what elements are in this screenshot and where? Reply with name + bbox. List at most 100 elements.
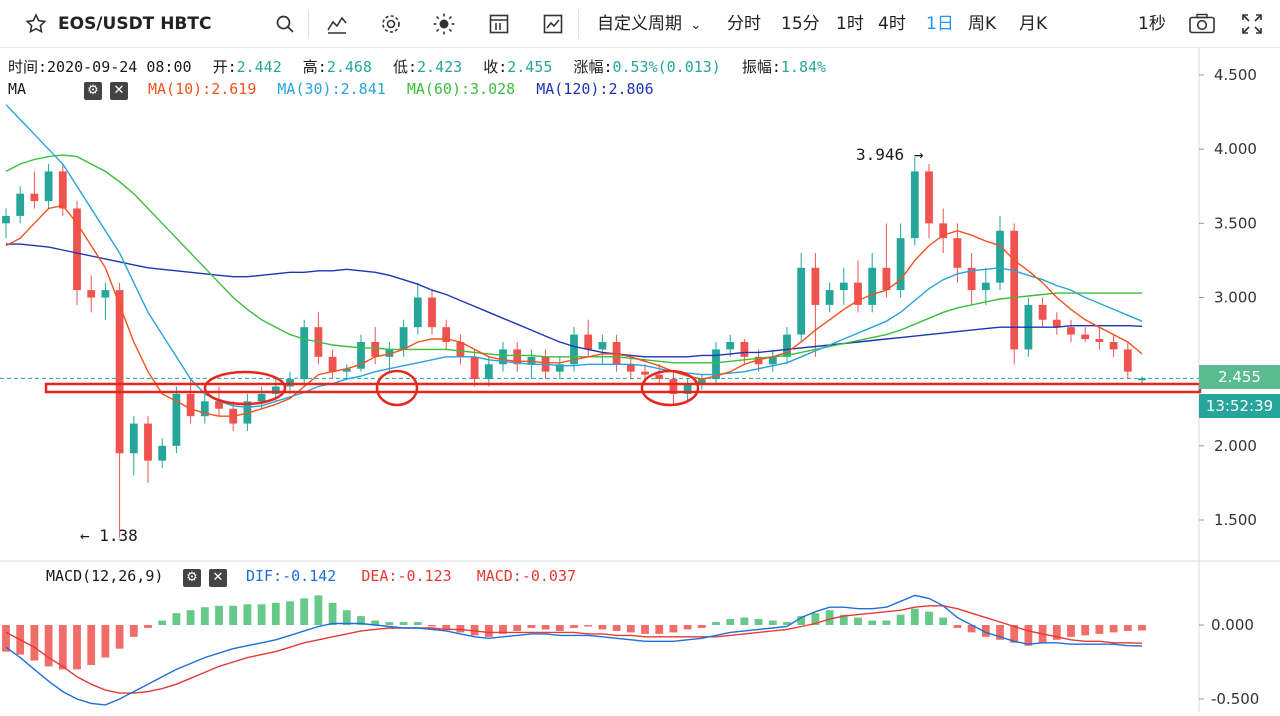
macd-histogram-bar [200,607,209,625]
fullscreen-icon[interactable] [1240,12,1264,36]
candle-body [655,374,664,380]
candle-body [1081,334,1090,340]
macd-histogram-bar [215,605,223,625]
candle-body [428,297,436,328]
y-tick-label: 2.000 [1214,437,1257,455]
search-icon[interactable] [273,12,297,36]
candle-body [16,193,25,216]
candle-body [1109,342,1118,350]
chart-svg[interactable]: 4.5004.0003.5003.0002.5002.0001.5000.000… [0,48,1280,712]
candle-body [399,327,408,350]
custom-period-dropdown[interactable]: 自定义周期 ⌄ [597,0,701,48]
macd-histogram-bar [839,614,848,625]
candle-body [2,215,10,224]
macd-histogram-bar [882,620,891,625]
candle-body [44,171,53,202]
macd-histogram-bar [286,601,294,625]
macd-remove-close-icon[interactable]: ✕ [209,569,227,587]
close-label: 收: [483,58,508,76]
low-annotation-value: 1.38 [99,526,138,545]
open-value: 2.442 [236,58,282,76]
candle-body [925,171,933,224]
top-toolbar: EOS/USDT HBTC 自定义周期 ⌄ 分时 15分 1时 4时 1日 周K… [0,0,1280,48]
macd-histogram-bar [357,616,365,625]
candle-body [981,282,990,291]
interval-tab[interactable]: 月K [1019,14,1048,34]
settings-icon[interactable] [379,12,403,36]
candle-body [371,342,380,357]
macd-settings-gear-icon[interactable]: ⚙ [183,569,201,587]
ma-settings-gear-icon[interactable]: ⚙ [84,82,102,100]
candle-body [413,297,422,328]
ma10-value: MA(10):2.619 [148,80,257,98]
support-touch-circle [375,369,419,407]
chart-style-icon[interactable] [541,12,565,36]
support-touch-circle [203,370,287,406]
candle-body [101,290,110,298]
countdown-timer: 13:52:39 [1199,394,1280,418]
theme-icon[interactable] [432,12,456,36]
low-price-annotation: ← 1.38 [80,526,138,545]
ma-remove-close-icon[interactable]: ✕ [110,82,128,100]
chevron-down-icon: ⌄ [690,18,702,33]
time-value: 2020-09-24 08:00 [47,58,192,76]
ma-legend-name: MA [8,80,27,98]
amplitude-value: 1.84% [780,58,827,76]
candle-body [825,290,834,305]
macd-dea-line [5,605,1143,694]
interval-tab[interactable]: 周K [968,14,997,34]
y-tick-label: 4.500 [1214,66,1257,84]
candle-body [58,171,67,209]
ma10-line [5,204,1143,417]
interval-tab[interactable]: 1时 [836,14,864,34]
symbol-title[interactable]: EOS/USDT HBTC [58,14,212,34]
macd-histogram-bar [740,617,749,625]
ma60-value: MA(60):3.028 [406,80,516,98]
interval-tab[interactable]: 分时 [727,14,761,34]
macd-histogram-bar [2,625,10,652]
candle-body [158,445,167,461]
macd-histogram-bar [598,625,607,630]
dif-value: DIF:-0.142 [246,567,337,585]
macd-histogram-bar [669,625,678,633]
candle-body [1123,349,1132,372]
candle-body [115,290,124,454]
candle-body [328,356,337,372]
candle-body [697,379,706,384]
macd-histogram-bar [115,625,124,649]
macd-histogram-bar [1067,625,1075,637]
macd-histogram-bar [144,625,152,628]
macd-histogram-bar [399,622,408,625]
macd-value: MACD:-0.037 [476,567,577,585]
interval-tab-active[interactable]: 1日 [926,14,954,34]
time-label: 时间: [8,58,48,76]
layout-icon[interactable] [487,12,511,36]
interval-tab[interactable]: 4时 [878,14,906,34]
macd-histogram-bar [726,619,735,625]
candle-body [215,401,223,409]
candle-body [854,282,862,305]
macd-histogram-bar [1081,625,1090,636]
y-tick-label: 1.500 [1214,511,1257,529]
countdown-setting[interactable]: 1秒 [1138,14,1166,34]
candle-body [1038,304,1047,320]
candle-body [612,342,621,365]
screenshot-icon[interactable] [1188,12,1216,36]
indicators-icon[interactable] [325,12,349,36]
macd-histogram-bar [44,625,53,667]
macd-legend: MACD(12,26,9) [46,567,163,585]
chart-area[interactable]: 4.5004.0003.5003.0002.5002.0001.5000.000… [0,48,1280,712]
interval-tab[interactable]: 15分 [781,14,820,34]
macd-histogram-bar [1010,625,1019,643]
candle-body [87,290,96,298]
candle-body [243,401,252,424]
high-annotation-value: 3.946 [856,145,905,164]
star-icon[interactable] [24,12,48,36]
candle-body [996,230,1004,283]
macd-histogram-bar [953,625,962,628]
candle-body [1067,327,1075,335]
macd-histogram-bar [1024,625,1033,646]
macd-histogram-bar [499,625,507,634]
candle-body [797,267,806,335]
ma120-line [6,243,1143,358]
